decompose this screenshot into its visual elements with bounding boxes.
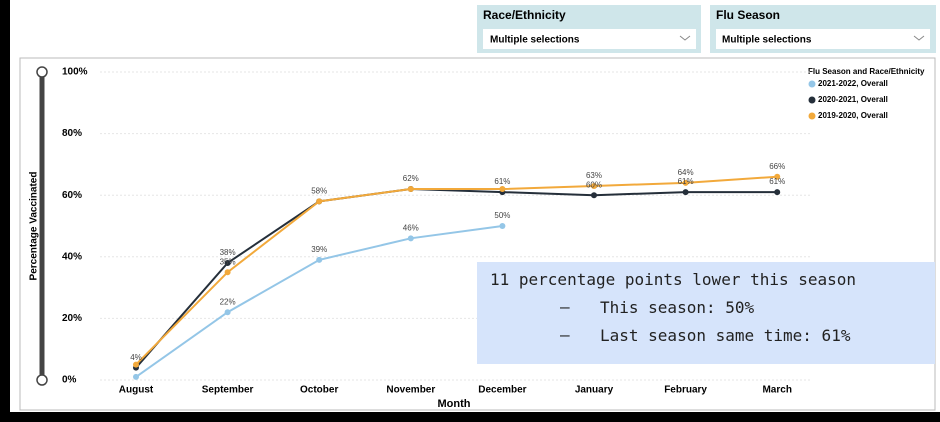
data-label: 58% bbox=[311, 186, 327, 195]
x-axis-title: Month bbox=[438, 398, 471, 410]
y-tick-label: 40% bbox=[62, 251, 82, 262]
x-tick-label: October bbox=[300, 385, 338, 396]
x-tick-label: February bbox=[664, 385, 707, 396]
data-point bbox=[774, 189, 781, 196]
data-point bbox=[133, 361, 139, 368]
data-point bbox=[224, 259, 231, 266]
y-tick-label: 0% bbox=[62, 375, 77, 386]
legend-title: Flu Season and Race/Ethnicity bbox=[808, 67, 925, 76]
chevron bbox=[679, 35, 691, 41]
filter-dropdown[interactable] bbox=[483, 29, 696, 49]
y-tick-label: 60% bbox=[62, 190, 82, 201]
data-point bbox=[224, 309, 231, 316]
slider-handle[interactable] bbox=[36, 374, 48, 386]
legend-entry: 2020-2021, Overall bbox=[818, 95, 888, 104]
data-label: 46% bbox=[403, 223, 419, 232]
data-point bbox=[499, 223, 506, 229]
data-label: 35% bbox=[220, 257, 236, 266]
data-label: 61% bbox=[769, 177, 785, 186]
legend-entry: 2021-2022, Overall bbox=[818, 79, 888, 88]
y-tick-label: 20% bbox=[62, 313, 82, 324]
data-point bbox=[316, 256, 323, 263]
x-tick-label: November bbox=[386, 385, 435, 396]
data-label: 64% bbox=[678, 168, 694, 177]
data-label: 61% bbox=[678, 177, 694, 186]
x-tick-label: September bbox=[202, 385, 254, 396]
bullet-dash: – bbox=[560, 326, 570, 345]
data-point bbox=[591, 182, 597, 189]
y-tick-label: 80% bbox=[62, 128, 82, 139]
data-point bbox=[407, 186, 414, 193]
data-label: 38% bbox=[220, 248, 236, 257]
bullet-dash: – bbox=[560, 298, 570, 317]
data-point bbox=[774, 173, 781, 180]
data-label: 63% bbox=[586, 171, 602, 180]
filter-value: Multiple selections bbox=[722, 35, 812, 46]
filter-label: Race/Ethnicity bbox=[483, 8, 566, 22]
x-tick-label: August bbox=[119, 385, 154, 396]
data-point bbox=[499, 186, 506, 193]
data-label: 60% bbox=[586, 180, 602, 189]
x-tick-label: January bbox=[575, 385, 614, 396]
data-label: 66% bbox=[769, 162, 785, 171]
x-tick-label: December bbox=[478, 385, 526, 396]
chevron bbox=[913, 35, 925, 41]
data-label: 22% bbox=[220, 297, 236, 306]
filter-value: Multiple selections bbox=[490, 35, 580, 46]
annotation-line: This season: 50% bbox=[600, 298, 754, 317]
data-point bbox=[682, 189, 689, 196]
legend-swatch bbox=[808, 96, 816, 104]
data-label: 61% bbox=[494, 177, 510, 186]
data-point bbox=[407, 235, 414, 242]
x-tick-label: March bbox=[762, 385, 791, 396]
filter-dropdown[interactable] bbox=[716, 29, 930, 49]
data-point bbox=[224, 269, 231, 276]
data-label: 4% bbox=[130, 353, 142, 362]
annotation-box bbox=[477, 262, 935, 364]
data-label: 39% bbox=[311, 245, 327, 254]
series-line bbox=[135, 188, 778, 369]
data-point bbox=[133, 373, 139, 380]
data-label: 62% bbox=[403, 174, 419, 183]
data-label: 50% bbox=[494, 211, 510, 220]
annotation: 11 percentage points lower this season Th… bbox=[490, 270, 856, 345]
data-point bbox=[591, 192, 597, 199]
annotation-line: 11 percentage points lower this season bbox=[490, 270, 856, 289]
series-line bbox=[135, 175, 778, 366]
legend-entry: 2019-2020, Overall bbox=[818, 111, 888, 120]
annotation-line: Last season same time: 61% bbox=[600, 326, 851, 345]
data-point bbox=[682, 179, 689, 186]
filter-label: Flu Season bbox=[716, 8, 780, 22]
y-axis-title: Percentage Vaccinated bbox=[29, 172, 40, 281]
data-point bbox=[316, 198, 323, 205]
legend-swatch bbox=[808, 80, 816, 88]
legend-swatch bbox=[808, 112, 816, 120]
slider-handle[interactable] bbox=[36, 66, 48, 78]
y-tick-label: 100% bbox=[62, 67, 88, 78]
